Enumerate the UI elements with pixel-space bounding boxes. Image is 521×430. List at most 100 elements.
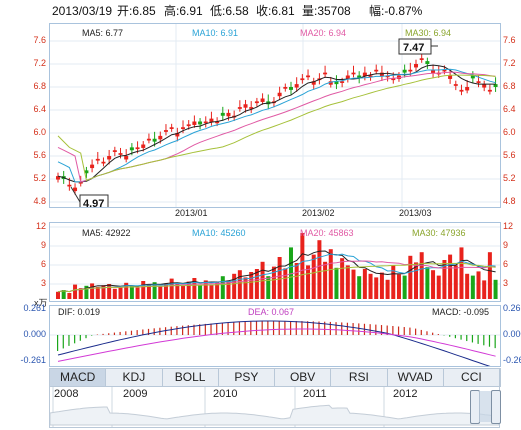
dea-legend: DEA: 0.067 xyxy=(248,307,295,317)
volume-chart xyxy=(50,226,500,299)
volume-bar xyxy=(237,270,242,299)
candle xyxy=(425,61,430,64)
price-ytick-right: 5.2 xyxy=(503,173,516,183)
vol-ma30-legend: MA30: 47936 xyxy=(412,228,466,238)
candle xyxy=(158,135,163,140)
vol-ma20-legend: MA20: 45863 xyxy=(300,228,354,238)
indicator-tabs: MACD KDJ BOLL PSY OBV RSI WVAD CCI xyxy=(49,368,501,387)
tab-psy[interactable]: PSY xyxy=(219,369,275,386)
candle xyxy=(283,87,288,89)
volume-bar xyxy=(56,291,60,299)
volume-bar xyxy=(277,257,282,299)
dif-legend: DIF: 0.019 xyxy=(58,307,101,317)
macd-hist-bar xyxy=(437,334,439,335)
navigator-chart xyxy=(50,387,499,427)
price-ytick-left: 5.2 xyxy=(33,173,46,183)
macd-hist-bar xyxy=(125,331,127,335)
volume-bar xyxy=(306,265,311,299)
volume-bar xyxy=(158,286,163,299)
range-handle-right[interactable] xyxy=(491,390,501,424)
macd-hist-bar xyxy=(471,335,474,343)
macd-hist-bar xyxy=(113,332,116,335)
volume-ytick-right: 6 xyxy=(503,259,509,269)
macd-hist-bar xyxy=(369,324,371,335)
candle xyxy=(220,112,225,116)
tab-kdj[interactable]: KDJ xyxy=(106,369,163,386)
volume-bar xyxy=(271,266,276,299)
volume-bar xyxy=(175,282,180,299)
candle xyxy=(459,89,464,92)
candle xyxy=(181,127,186,129)
macd-legend: MACD: -0.095 xyxy=(432,307,490,317)
macd-hist-bar xyxy=(79,335,81,341)
range-navigator[interactable]: 2008 2009 2010 2011 2012 xyxy=(49,386,501,428)
volume-bar xyxy=(465,273,470,299)
tab-cci[interactable]: CCI xyxy=(444,369,500,386)
macd-hist-bar xyxy=(341,322,343,335)
high-marker: 7.47 xyxy=(398,38,438,55)
navigator-year: 2012 xyxy=(393,388,418,400)
vol-ma10-line xyxy=(57,253,496,293)
ma5-legend: MA5: 6.77 xyxy=(82,28,124,38)
macd-hist-bar xyxy=(358,323,360,335)
volume-bar xyxy=(357,276,362,299)
macd-hist-bar xyxy=(182,325,184,335)
tab-boll[interactable]: BOLL xyxy=(163,369,219,386)
volume-ytick-left: 12 xyxy=(35,221,46,231)
candle xyxy=(294,84,299,88)
tab-obv[interactable]: OBV xyxy=(275,369,332,386)
macd-hist-bar xyxy=(272,321,275,335)
dea-line xyxy=(57,328,496,362)
price-ytick-left: 6.8 xyxy=(33,81,46,91)
macd-hist-bar xyxy=(130,330,133,335)
candle xyxy=(470,75,475,79)
volume-bar xyxy=(482,280,487,299)
ma10-line xyxy=(57,68,496,183)
candle xyxy=(351,72,356,75)
macd-hist-bar xyxy=(255,321,258,335)
macd-hist-bar xyxy=(164,327,167,335)
macd-hist-bar xyxy=(312,321,314,335)
candle xyxy=(368,75,373,78)
tab-rsi[interactable]: RSI xyxy=(331,369,388,386)
price-ytick-left: 7.6 xyxy=(33,35,46,45)
price-ytick-right: 6.0 xyxy=(503,127,516,137)
volume-bar xyxy=(425,267,430,299)
candle xyxy=(169,127,174,129)
macd-hist-bar xyxy=(136,330,138,335)
volume-bar xyxy=(470,275,475,299)
volume-bar xyxy=(328,249,333,299)
volume-bar xyxy=(408,255,413,299)
volume-bar xyxy=(203,280,208,299)
volume-bar xyxy=(67,293,72,299)
navigator-year: 2008 xyxy=(54,388,79,400)
tab-macd[interactable]: MACD xyxy=(50,369,107,386)
range-selection[interactable] xyxy=(479,391,493,422)
volume-bar xyxy=(402,275,407,299)
candle xyxy=(112,150,117,152)
volume-bar xyxy=(294,263,299,299)
candle xyxy=(385,75,390,78)
tab-wvad[interactable]: WVAD xyxy=(388,369,444,386)
volume-bar xyxy=(459,247,464,299)
volume-bar xyxy=(84,285,89,299)
volume-bar xyxy=(414,262,419,299)
volume-bar xyxy=(198,285,203,299)
macd-hist-bar xyxy=(153,328,155,335)
volume-bar xyxy=(431,270,436,299)
price-ytick-right: 4.8 xyxy=(503,196,516,206)
candle xyxy=(379,72,384,77)
macd-hist-bar xyxy=(403,327,405,335)
macd-hist-bar xyxy=(250,321,252,335)
candle xyxy=(107,156,112,160)
macd-hist-bar xyxy=(307,321,309,335)
macd-hist-bar xyxy=(466,335,468,342)
ma30-legend: MA30: 6.94 xyxy=(405,28,452,38)
volume-ytick-left: 9 xyxy=(40,240,46,250)
macd-hist-bar xyxy=(432,332,434,335)
macd-hist-bar xyxy=(324,321,326,335)
volume-bar xyxy=(442,260,447,299)
macd-hist-bar xyxy=(352,323,354,335)
macd-hist-bar xyxy=(74,335,76,344)
macd-hist-bar xyxy=(409,327,411,335)
